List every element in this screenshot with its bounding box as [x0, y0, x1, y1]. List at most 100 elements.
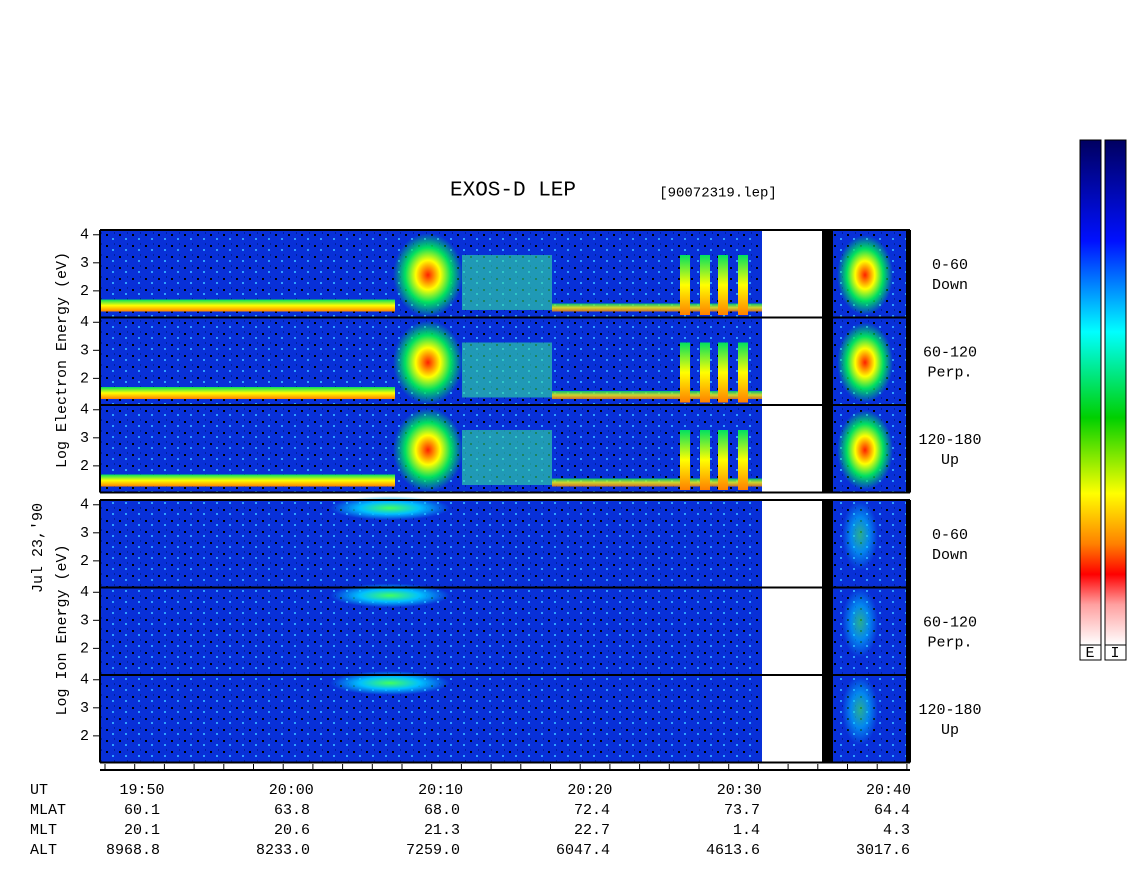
ephemeris-value: 63.8: [274, 802, 310, 819]
ut-label: 20:10: [418, 782, 463, 799]
burst: [330, 583, 450, 608]
y-tick-label: 2: [80, 283, 89, 300]
channel-range: 60-120: [923, 614, 977, 631]
y-tick-label: 3: [80, 430, 89, 447]
low-energy-band: [100, 387, 395, 399]
ephemeris-value: 7259.0: [406, 842, 460, 859]
y-tick-label: 4: [80, 402, 89, 419]
ephemeris-value: 72.4: [574, 802, 610, 819]
burst: [680, 342, 690, 403]
y-tick-label: 4: [80, 584, 89, 601]
ephemeris-value: 20.6: [274, 822, 310, 839]
ephemeris-value: 6047.4: [556, 842, 610, 859]
channel-range: 60-120: [923, 344, 977, 361]
burst: [738, 255, 748, 315]
ion-ylabel: Log Ion Energy (eV): [54, 544, 71, 715]
data-gap: [906, 500, 910, 588]
burst: [462, 430, 552, 485]
y-tick-label: 3: [80, 342, 89, 359]
ut-label: 20:40: [866, 782, 911, 799]
data-gap: [822, 405, 833, 493]
y-tick-label: 3: [80, 700, 89, 717]
data-gap: [822, 230, 833, 318]
row-label: MLAT: [30, 802, 66, 819]
ephemeris-value: 8233.0: [256, 842, 310, 859]
row-label: MLT: [30, 822, 57, 839]
burst: [842, 587, 878, 658]
channel-range: 120-180: [918, 702, 981, 719]
channel-direction: Perp.: [927, 634, 972, 651]
y-tick-label: 4: [80, 497, 89, 514]
channel-direction: Up: [941, 452, 959, 469]
burst: [842, 675, 878, 745]
channel-direction: Perp.: [927, 364, 972, 381]
burst: [462, 342, 552, 398]
ephemeris-value: 4.3: [883, 822, 910, 839]
row-label: UT: [30, 782, 48, 799]
colorbar-label: E: [1085, 645, 1094, 662]
burst: [718, 255, 728, 315]
burst: [700, 342, 710, 403]
data-gap: [822, 317, 833, 405]
data-gap: [906, 675, 910, 763]
data-gap: [822, 675, 833, 763]
y-tick-label: 4: [80, 314, 89, 331]
colorbar-e: [1079, 139, 1102, 646]
low-energy-band: [552, 478, 762, 487]
burst: [738, 430, 748, 490]
row-label: ALT: [30, 842, 57, 859]
low-energy-band: [100, 299, 395, 312]
burst: [462, 255, 552, 310]
ephemeris-value: 3017.6: [856, 842, 910, 859]
burst: [680, 255, 690, 315]
y-tick-label: 2: [80, 370, 89, 387]
data-gap: [822, 587, 833, 675]
channel-range: 120-180: [918, 432, 981, 449]
burst: [680, 430, 690, 490]
channel-direction: Down: [932, 277, 968, 294]
data-gap: [906, 587, 910, 675]
ephemeris-value: 4613.6: [706, 842, 760, 859]
low-energy-band: [100, 474, 395, 487]
y-tick-label: 3: [80, 612, 89, 629]
burst: [393, 233, 463, 317]
burst: [330, 671, 450, 695]
low-energy-band: [552, 303, 762, 312]
burst: [738, 342, 748, 403]
burst: [718, 430, 728, 490]
ephemeris-value: 21.3: [424, 822, 460, 839]
ephemeris-value: 1.4: [733, 822, 760, 839]
file-name: [90072319.lep]: [659, 186, 777, 202]
ephemeris-value: 8968.8: [106, 842, 160, 859]
y-tick-label: 2: [80, 640, 89, 657]
y-tick-label: 2: [80, 553, 89, 570]
burst: [330, 496, 450, 520]
burst: [700, 255, 710, 315]
burst: [837, 410, 893, 490]
date-label: Jul 23,'90: [30, 503, 47, 593]
ephemeris-value: 68.0: [424, 802, 460, 819]
burst: [393, 408, 463, 492]
burst: [842, 500, 878, 570]
ut-label: 19:50: [119, 782, 164, 799]
title: EXOS-D LEP: [450, 180, 576, 203]
electron-ylabel: Log Electron Energy (eV): [54, 252, 71, 468]
burst: [393, 320, 463, 405]
burst: [837, 235, 893, 315]
ut-label: 20:30: [717, 782, 762, 799]
y-tick-label: 4: [80, 227, 89, 244]
channel-direction: Down: [932, 547, 968, 564]
burst: [718, 342, 728, 403]
colorbar-label-box: [1079, 644, 1102, 661]
colorbar-i: [1104, 139, 1127, 646]
ephemeris-value: 73.7: [724, 802, 760, 819]
colorbars: E I: [1079, 139, 1127, 662]
channel-direction: Up: [941, 722, 959, 739]
ut-label: 20:00: [269, 782, 314, 799]
data-gap: [906, 317, 910, 405]
y-tick-label: 3: [80, 525, 89, 542]
burst: [837, 322, 893, 403]
burst: [700, 430, 710, 490]
low-energy-band: [552, 391, 762, 399]
